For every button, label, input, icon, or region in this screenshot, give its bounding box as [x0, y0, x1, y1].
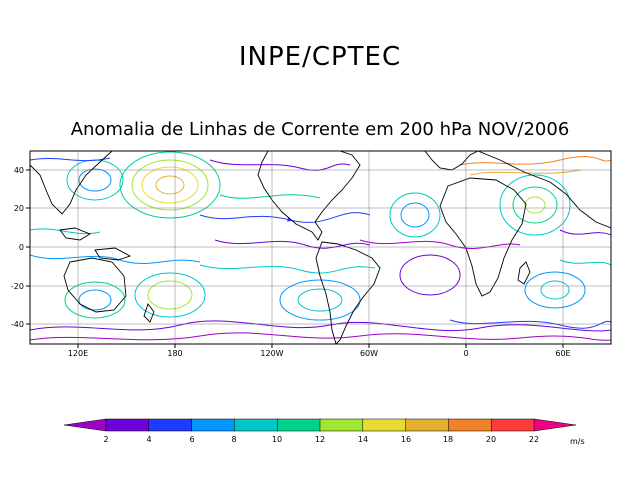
map-subtitle: Anomalia de Linhas de Corrente em 200 hP…	[70, 119, 570, 140]
lon-label: 180	[167, 349, 182, 358]
streamline	[459, 156, 611, 166]
lon-label: 120W	[260, 349, 283, 358]
colorbar-tick-label: 8	[231, 435, 236, 444]
streamline	[359, 239, 521, 249]
new-guinea-outline	[94, 247, 132, 261]
borneo-outline	[59, 227, 92, 241]
colorbar-left-arrow	[63, 418, 107, 432]
streamline	[469, 169, 581, 176]
streamline	[199, 264, 376, 274]
streamline	[389, 192, 441, 238]
lon-label: 60E	[555, 349, 570, 358]
asia-outline	[477, 151, 611, 229]
colorbar-tick-label: 20	[486, 435, 496, 444]
streamline	[399, 254, 461, 296]
streamline	[141, 166, 199, 204]
colorbar-swatch	[191, 418, 236, 432]
streamline	[30, 332, 611, 341]
streamline	[131, 159, 209, 211]
colorbar-swatch	[148, 418, 193, 432]
streamline	[119, 151, 221, 219]
colorbar-tick-label: 14	[358, 435, 368, 444]
colorbar-tick-label: 18	[443, 435, 453, 444]
streamline	[499, 174, 571, 236]
europe-outline	[424, 151, 479, 171]
streamline	[524, 196, 546, 214]
colorbar-swatch	[105, 418, 150, 432]
australia-outline	[63, 257, 127, 313]
streamline	[147, 280, 193, 310]
colorbar: 2 4 6 8 10 12 14 16 18 20 22 m/s	[63, 418, 585, 446]
streamline	[559, 259, 611, 266]
colorbar-swatch	[490, 418, 535, 432]
streamline	[134, 272, 206, 318]
south-america-outline	[315, 241, 381, 344]
colorbar-swatch	[276, 418, 321, 432]
lon-label: 120E	[68, 349, 88, 358]
lon-label: 60W	[360, 349, 378, 358]
lat-label: 0	[19, 243, 24, 252]
streamline	[559, 229, 611, 236]
streamline	[155, 175, 185, 195]
streamline	[78, 168, 112, 192]
east-asia-outline	[30, 151, 113, 215]
lat-label: 20	[14, 204, 24, 213]
north-america-outline	[257, 151, 361, 241]
coastlines	[30, 151, 611, 344]
streamline	[66, 159, 124, 201]
madagascar-outline	[517, 261, 531, 285]
lon-label: 0	[463, 349, 468, 358]
colorbar-tick-label: 10	[272, 435, 282, 444]
streamline	[30, 320, 611, 332]
lat-label: -40	[11, 320, 24, 329]
lat-label: -20	[11, 282, 24, 291]
colorbar-tick-label: 12	[315, 435, 325, 444]
streamline	[512, 186, 558, 224]
colorbar-tick-label: 16	[401, 435, 411, 444]
streamline	[449, 319, 611, 329]
streamline	[64, 281, 126, 319]
colorbar-tick-label: 2	[103, 435, 108, 444]
lat-label: 40	[14, 166, 24, 175]
latitude-labels: 40 20 0 -20 -40	[11, 166, 24, 329]
colorbar-swatch	[234, 418, 278, 432]
streamline	[78, 289, 112, 311]
streamline	[540, 280, 570, 300]
streamline	[30, 228, 101, 235]
streamline	[219, 194, 321, 199]
longitude-labels: 120E 180 120W 60W 0 60E	[68, 349, 571, 358]
streamline	[297, 288, 343, 312]
colorbar-units: m/s	[570, 437, 585, 446]
streamline	[199, 212, 371, 223]
streamline	[209, 159, 351, 171]
africa-outline	[439, 177, 527, 297]
gridlines	[30, 151, 611, 344]
colorbar-swatch	[448, 418, 492, 432]
streamline	[214, 239, 371, 249]
colorbar-tick-label: 4	[146, 435, 151, 444]
page-title: INPE/CPTEC	[238, 42, 402, 72]
map-frame	[29, 150, 612, 345]
colorbar-right-arrow	[533, 418, 577, 432]
colorbar-swatch	[362, 418, 407, 432]
tick-marks	[26, 169, 564, 348]
new-zealand-outline	[143, 303, 155, 323]
streamline	[279, 279, 361, 321]
streamline	[524, 271, 586, 309]
streamlines	[30, 151, 611, 341]
streamline	[30, 157, 111, 162]
colorbar-tick-label: 6	[189, 435, 194, 444]
colorbar-swatch	[319, 418, 364, 432]
colorbar-tick-label: 22	[529, 435, 539, 444]
streamline	[400, 202, 430, 228]
colorbar-swatch	[405, 418, 450, 432]
